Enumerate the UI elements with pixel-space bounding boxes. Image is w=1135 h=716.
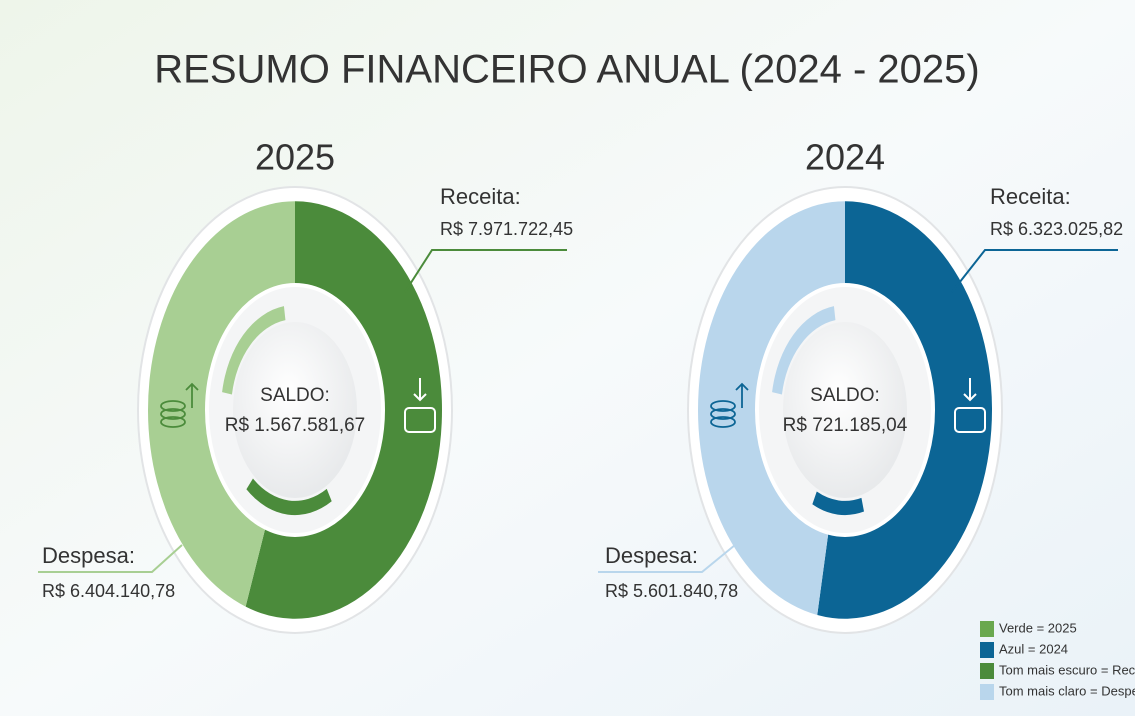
arrow-icon	[735, 382, 749, 408]
donut-segment	[245, 201, 443, 619]
inner-accent	[772, 306, 836, 395]
chart-title: 2024	[805, 137, 885, 178]
legend-label: Tom mais escuro = Receita	[999, 662, 1135, 677]
center-value: R$ 1.567.581,67	[225, 415, 366, 436]
inner-accent	[222, 306, 286, 395]
value-label: R$ 6.323.025,82	[990, 219, 1123, 239]
category-label: Receita:	[990, 184, 1071, 209]
coin-icon	[160, 408, 186, 420]
charts: 2025 SALDO: R$ 1.567.581,67 Receita: R$ 7.97…	[38, 137, 1123, 634]
donut-segment	[148, 201, 295, 607]
donut-segment	[817, 201, 992, 619]
coin-icon	[160, 400, 186, 412]
legend-swatch	[980, 621, 994, 637]
leader-line	[951, 249, 1118, 293]
center-title: SALDO:	[810, 385, 880, 406]
coin-icon	[710, 408, 736, 420]
legend-swatch	[980, 663, 994, 679]
legend: Verde = 2025 Azul = 2024 Tom mais escuro =…	[980, 620, 1135, 700]
center-value: R$ 721.185,04	[783, 415, 908, 436]
wallet-icon	[954, 407, 986, 433]
legend-label: Verde = 2025	[999, 620, 1077, 635]
legend-swatch	[980, 642, 994, 658]
wallet-icon	[404, 407, 436, 433]
category-label: Despesa:	[605, 543, 698, 568]
legend-label: Tom mais claro = Despesa	[999, 683, 1135, 698]
saldo-arc	[246, 478, 332, 516]
chart-title: 2025	[255, 137, 335, 178]
category-label: Receita:	[440, 184, 521, 209]
arrow-icon	[185, 382, 199, 408]
leader-line	[404, 249, 567, 293]
coin-icon	[710, 416, 736, 428]
coin-icon	[160, 416, 186, 428]
center-disc	[233, 321, 357, 499]
saldo-arc	[812, 491, 864, 516]
legend-label: Azul = 2024	[999, 641, 1068, 656]
value-label: R$ 7.971.722,45	[440, 219, 573, 239]
arrow-icon	[413, 378, 427, 402]
leader-line	[38, 544, 183, 573]
center-title: SALDO:	[260, 385, 330, 406]
page-title: RESUMO FINANCEIRO ANUAL (2024 - 2025)	[154, 48, 979, 92]
coin-icon	[710, 400, 736, 412]
center-disc	[783, 321, 907, 499]
value-label: R$ 5.601.840,78	[605, 581, 738, 601]
category-label: Despesa:	[42, 543, 135, 568]
arrow-icon	[963, 378, 977, 402]
value-label: R$ 6.404.140,78	[42, 581, 175, 601]
legend-swatch	[980, 684, 994, 700]
leader-line	[598, 544, 736, 573]
donut-segment	[697, 201, 845, 615]
